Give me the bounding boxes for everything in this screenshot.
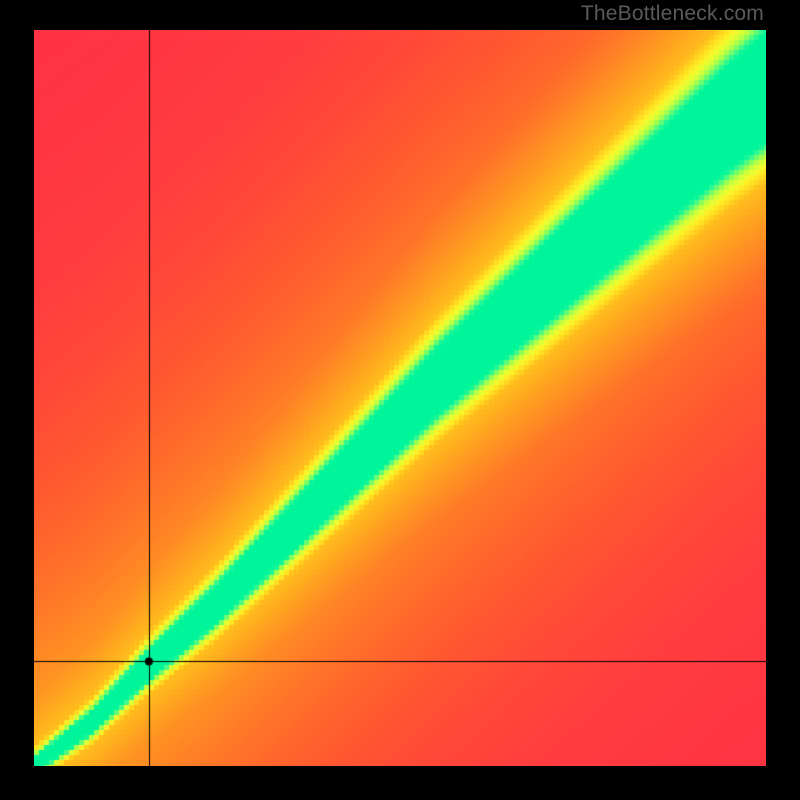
watermark-text: TheBottleneck.com <box>581 2 764 26</box>
heatmap-canvas <box>34 30 766 766</box>
bottleneck-heatmap <box>34 30 766 766</box>
